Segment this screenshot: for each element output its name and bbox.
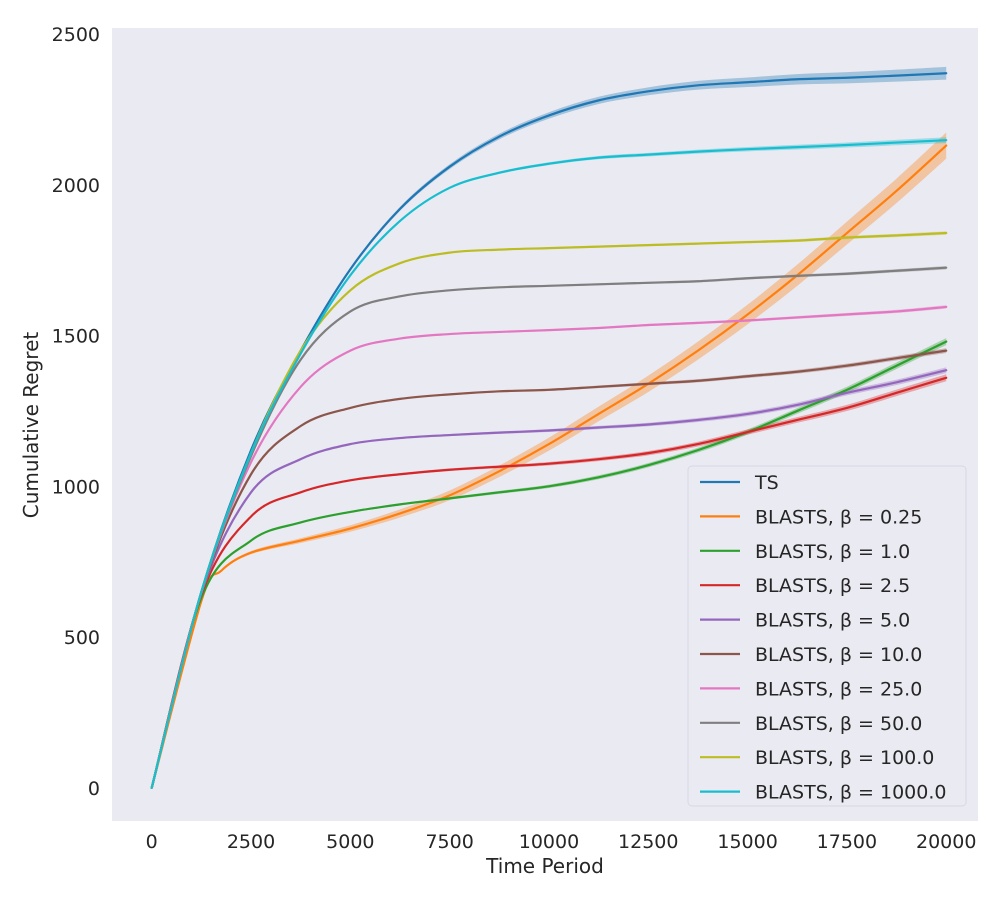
- y-tick-label: 1500: [52, 326, 100, 348]
- legend-label: TS: [754, 472, 779, 494]
- x-axis-label: Time Period: [485, 854, 604, 878]
- y-axis-ticks: 0 500 1000 1500 2000 2500: [52, 24, 100, 800]
- x-tick-label: 12500: [618, 831, 678, 853]
- x-tick-label: 10000: [519, 831, 579, 853]
- series-line-1: [150, 144, 948, 789]
- y-tick-label: 0: [88, 778, 100, 800]
- x-axis-ticks: 0 2500 5000 7500 10000 12500 15000 17500 20000: [146, 831, 977, 853]
- y-tick-label: 2000: [52, 175, 100, 197]
- x-tick-label: 7500: [425, 831, 473, 853]
- y-tick-label: 500: [64, 627, 100, 649]
- x-tick-label: 5000: [326, 831, 374, 853]
- x-tick-label: 0: [146, 831, 158, 853]
- x-tick-label: 15000: [717, 831, 777, 853]
- x-tick-label: 17500: [817, 831, 877, 853]
- x-tick-label: 20000: [916, 831, 976, 853]
- y-tick-label: 2500: [52, 24, 100, 46]
- legend-box: [687, 465, 967, 807]
- legend-label: BLASTS, β = 1000.0: [755, 782, 946, 804]
- series-line-6: [150, 305, 948, 789]
- x-tick-label: 2500: [227, 831, 275, 853]
- y-axis-label: Cumulative Regret: [19, 332, 43, 519]
- confidence-band-2: [151, 338, 947, 788]
- series-line-4: [150, 369, 948, 789]
- legend-label: BLASTS, β = 25.0: [755, 678, 922, 700]
- series-line-5: [150, 349, 948, 789]
- series-line-3: [150, 376, 948, 789]
- legend-label: BLASTS, β = 1.0: [755, 541, 910, 563]
- y-tick-label: 1000: [52, 476, 100, 498]
- legend-label: BLASTS, β = 10.0: [755, 644, 922, 666]
- confidence-bands: [151, 66, 947, 788]
- legend: TS BLASTS, β = 0.25 BLASTS, β = 1.0 BLASTS,…: [687, 465, 967, 807]
- series-line-9: [150, 139, 948, 789]
- legend-label: BLASTS, β = 5.0: [755, 610, 910, 632]
- legend-label: BLASTS, β = 2.5: [755, 575, 910, 597]
- legend-label: BLASTS, β = 0.25: [755, 506, 922, 528]
- series-line-2: [150, 340, 948, 789]
- legend-label: BLASTS, β = 50.0: [755, 713, 922, 735]
- series-lines: [150, 72, 948, 789]
- legend-label: BLASTS, β = 100.0: [755, 747, 934, 769]
